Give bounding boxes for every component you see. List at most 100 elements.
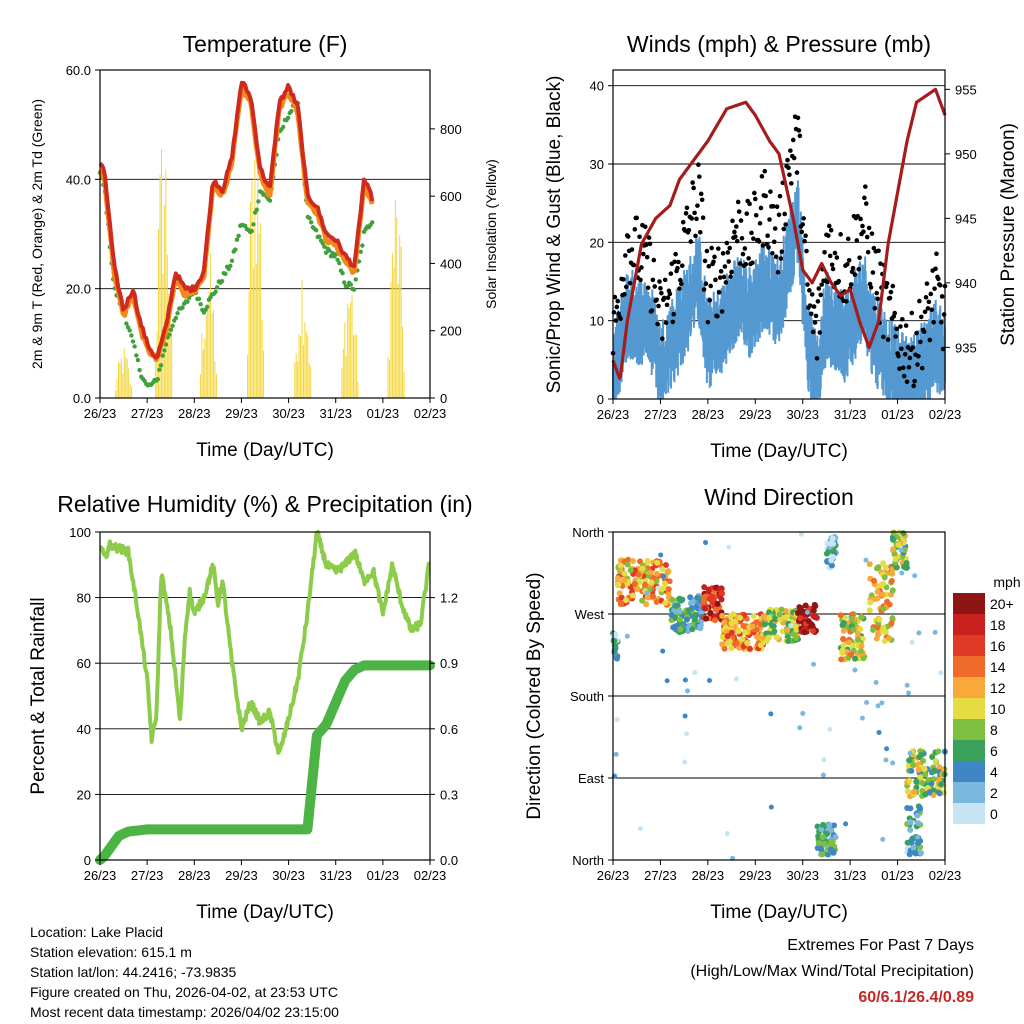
wind-gust-point <box>812 320 818 325</box>
wind-gust-point <box>718 269 724 274</box>
direction-point <box>906 690 912 696</box>
direction-point <box>917 837 924 844</box>
wind-gust-point <box>716 290 722 295</box>
wind-gust-point <box>899 346 904 352</box>
wind-gust-point <box>893 334 898 339</box>
direction-point <box>881 574 888 581</box>
extremes-subtitle: (High/Low/Max Wind/Total Precipitation) <box>690 963 974 980</box>
wind-gust-point <box>720 251 726 256</box>
wind-gust-point <box>800 222 806 227</box>
direction-xtick-label: 28/23 <box>692 868 725 883</box>
wind-gust-point <box>740 251 746 257</box>
winds-ytick-label: 10 <box>590 314 604 329</box>
wind-gust-point <box>814 356 820 361</box>
direction-point <box>888 577 895 584</box>
direction-point <box>888 620 895 627</box>
direction-point <box>848 651 855 658</box>
wind-gust-point <box>848 282 854 287</box>
wind-gust-point <box>667 291 673 297</box>
humidity-ytick-label: 60 <box>77 656 91 671</box>
legend-swatch <box>953 719 985 740</box>
direction-point <box>692 612 699 619</box>
temperature-ytick-label: 60.0 <box>66 63 91 78</box>
direction-point <box>932 629 938 635</box>
wind-gust-point <box>698 191 704 197</box>
direction-point <box>611 638 618 645</box>
wind-gust-point <box>874 290 880 296</box>
wind-gust-point <box>857 255 862 261</box>
direction-point <box>907 819 914 826</box>
wind-gust-point <box>922 309 928 315</box>
direction-point <box>621 577 628 584</box>
direction-point <box>809 628 816 635</box>
wind-gust-point <box>854 238 860 243</box>
wind-gust-point <box>663 320 669 326</box>
direction-point <box>827 846 834 853</box>
dewpoint-point <box>254 207 259 212</box>
wind-gust-point <box>724 240 730 246</box>
wind-gust-point <box>632 227 638 232</box>
wind-gust-point <box>900 316 905 322</box>
wind-gust-point <box>787 172 792 177</box>
wind-gust-point <box>757 221 763 226</box>
dewpoint-point <box>175 311 180 316</box>
wind-gust-point <box>730 218 735 224</box>
direction-point <box>624 561 631 568</box>
direction-point <box>879 591 886 598</box>
wind-gust-point <box>646 235 652 240</box>
wind-gust-point <box>940 346 946 352</box>
dewpoint-point <box>213 289 218 295</box>
wind-gust-point <box>643 242 649 248</box>
wind-gust-point <box>707 297 713 303</box>
wind-gust-point <box>612 294 618 300</box>
wind-gust-point <box>729 269 734 275</box>
legend-swatch <box>953 593 985 614</box>
direction-ylabel: Direction (Colored By Speed) <box>524 572 545 819</box>
wind-gust-point <box>909 310 915 316</box>
direction-point <box>871 577 878 584</box>
humidity-ytick-label: 40 <box>77 722 91 737</box>
direction-point <box>800 710 806 716</box>
direction-point <box>749 623 756 630</box>
wind-gust-point <box>811 304 817 309</box>
wind-gust-point <box>676 259 681 265</box>
direction-point <box>705 586 712 593</box>
dewpoint-point <box>234 237 240 242</box>
wind-gust-point <box>809 292 815 297</box>
direction-point <box>864 699 870 705</box>
dewpoint-point <box>160 353 165 358</box>
direction-point <box>857 648 864 655</box>
direction-point <box>880 836 886 842</box>
winds-xtick-label: 02/23 <box>929 407 962 422</box>
dewpoint-point <box>135 357 141 363</box>
wind-gust-point <box>759 174 765 179</box>
direction-point <box>687 594 694 601</box>
wind-gust-point <box>661 295 667 301</box>
direction-point <box>906 851 913 858</box>
direction-xtick-label: 02/23 <box>929 868 962 883</box>
temperature-xtick-label: 27/23 <box>131 406 164 421</box>
direction-point <box>639 565 646 572</box>
wind-gust-point <box>614 304 620 310</box>
wind-gust-point <box>878 261 883 266</box>
direction-point <box>914 812 921 819</box>
direction-point <box>728 620 735 627</box>
direction-point <box>911 788 918 795</box>
wind-gust-point <box>723 280 729 285</box>
dewpoint-point <box>267 198 273 203</box>
wind-gust-point <box>673 251 678 257</box>
wind-gust-point <box>788 148 793 153</box>
wind-gust-point <box>627 280 633 286</box>
wind-gust-point <box>744 211 750 216</box>
wind-gust-point <box>711 259 716 265</box>
direction-point <box>637 826 643 832</box>
winds-xtick-label: 31/23 <box>834 407 867 422</box>
wind-gust-point <box>655 321 660 327</box>
humidity-chart: Relative Humidity (%) & Precipitation (i… <box>28 491 473 923</box>
direction-point <box>821 840 828 847</box>
wind-gust-point <box>672 259 677 265</box>
wind-gust-point <box>623 284 629 290</box>
wind-gust-point <box>776 212 782 218</box>
wind-gust-point <box>936 276 941 282</box>
humidity-ytick2-label: 0.3 <box>440 787 458 802</box>
